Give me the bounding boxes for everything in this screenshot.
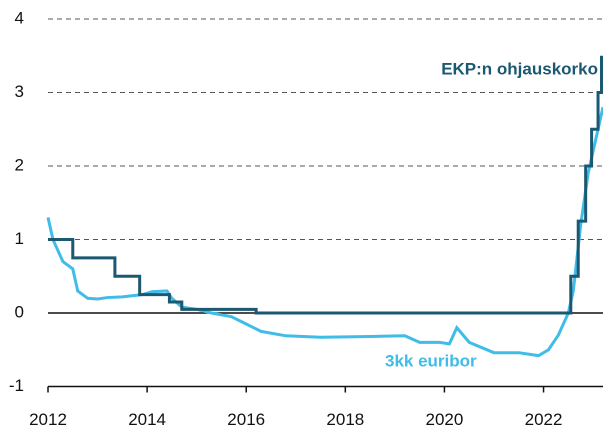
x-tick-label: 2016 [227,410,265,429]
series-label: EKP:n ohjauskorko [441,59,598,78]
series-line [46,106,603,358]
y-tick-label: 2 [15,155,24,174]
x-tick-label: 2012 [29,410,67,429]
y-tick-label: 4 [15,8,24,27]
y-tick-label: -1 [9,376,24,395]
x-tick-label: 2022 [525,410,563,429]
series-label: 3kk euribor [385,351,477,370]
series-line [48,55,603,315]
y-tick-label: 1 [15,229,24,248]
x-tick-label: 2020 [426,410,464,429]
x-tick-label: 2014 [128,410,166,429]
x-tick-label: 2018 [326,410,364,429]
y-tick-label: 0 [15,302,24,321]
y-tick-label: 3 [15,82,24,101]
